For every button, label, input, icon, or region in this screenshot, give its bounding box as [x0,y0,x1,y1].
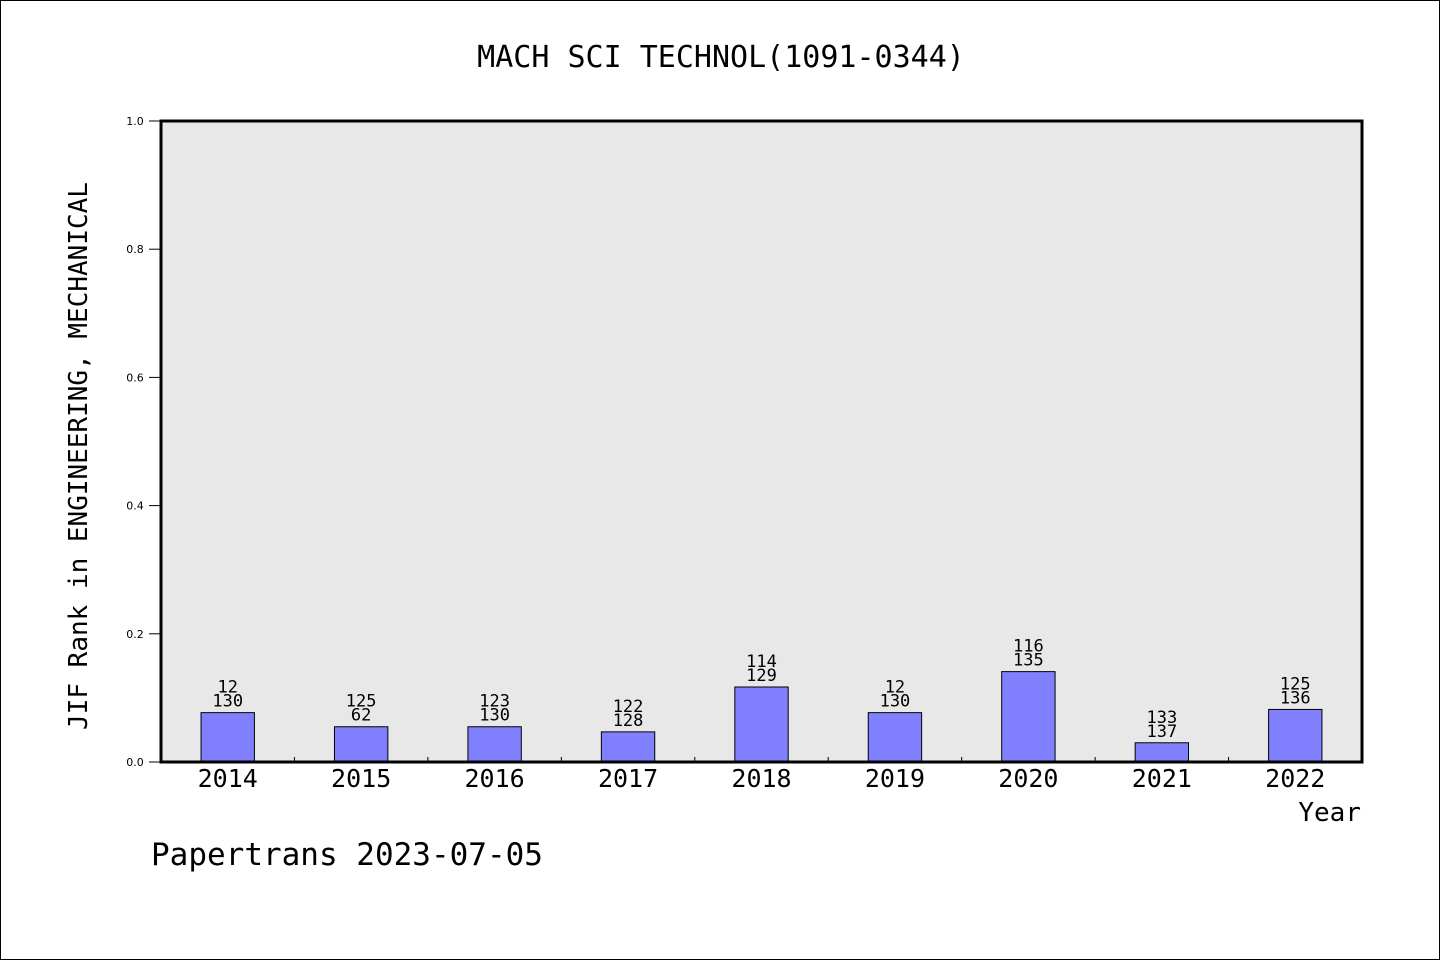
bar-2018 [734,686,789,763]
y-axis: 0.0 0.2 0.4 0.6 0.8 1.0 [126,115,161,769]
x-axis: 2014 2015 2016 2017 2018 2019 2020 2021 2022 [198,757,1325,793]
y-tick-label: 1.0 [126,115,144,128]
y-tick-label: 0.6 [126,371,144,384]
bar-label: 128 [613,711,644,731]
x-axis-label: Year [1298,798,1361,828]
x-tick-label: 2019 [865,764,925,793]
bar-label: 12 [885,678,905,698]
plot-area [161,121,1362,762]
y-tick-label: 0.4 [126,500,144,513]
bar-2017 [600,731,656,763]
bar-label: 62 [351,706,371,726]
bar-label: 130 [880,692,911,712]
bar-2022 [1268,708,1323,763]
x-tick-label: 2021 [1132,764,1192,793]
bar-label: 125 [1280,674,1311,694]
y-tick-label: 0.0 [126,756,144,769]
bar-label: 123 [479,692,510,712]
x-tick-label: 2018 [731,764,791,793]
y-tick-label: 0.8 [126,243,144,256]
x-tick-label: 2014 [198,764,258,793]
bar-label: 114 [746,652,777,672]
bar-label: 116 [1013,637,1044,657]
x-tick-label: 2016 [465,764,525,793]
x-tick-label: 2017 [598,764,658,793]
bar-label: 125 [346,692,377,712]
footer-credit: Papertrans 2023-07-05 [151,837,543,873]
bar-label: 12 [217,678,237,698]
bar-label: 129 [746,666,777,686]
bar-2021 [1134,742,1190,763]
plot-border [159,119,1364,764]
bar-label: 133 [1146,708,1177,728]
x-tick-label: 2022 [1265,764,1325,793]
chart-title: MACH SCI TECHNOL(1091-0344) [477,40,965,75]
x-tick-label: 2020 [998,764,1058,793]
bar-label: 130 [212,692,243,712]
bar-2014 [200,712,255,763]
bar-2015 [333,726,389,763]
x-tick-label: 2015 [331,764,391,793]
bar-label: 135 [1013,651,1044,671]
bar-2016 [467,726,522,763]
bar-label: 122 [613,697,644,717]
bar-2019 [867,712,923,763]
bar-2020 [1001,671,1056,763]
bar-label: 130 [479,706,510,726]
bar-label: 136 [1280,688,1311,708]
bar-label: 137 [1146,722,1177,742]
y-axis-label: JIF Rank in ENGINEERING, MECHANICAL [64,182,94,730]
y-tick-label: 0.2 [126,628,144,641]
